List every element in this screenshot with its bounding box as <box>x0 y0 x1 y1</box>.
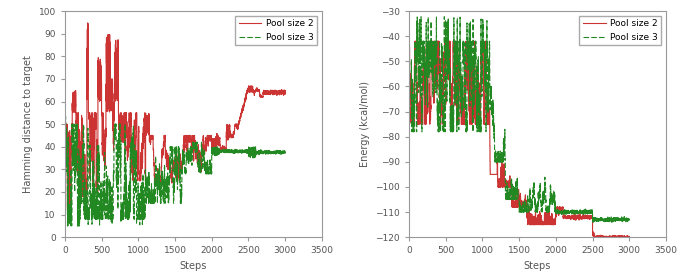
Pool size 3 <box>615 219 624 222</box>
Y-axis label: Energy (kcal/mol): Energy (kcal/mol) <box>360 81 370 167</box>
Pool size 2 <box>539 223 547 226</box>
Pool size 2 <box>195 157 203 160</box>
Pool size 3 <box>281 151 289 155</box>
Line: Pool size 2: Pool size 2 <box>409 41 629 240</box>
Line: Pool size 3: Pool size 3 <box>65 113 285 226</box>
Pool size 3 <box>271 149 279 152</box>
Y-axis label: Hamming distance to target: Hamming distance to target <box>23 55 33 193</box>
Pool size 2 <box>104 84 113 87</box>
Pool size 2 <box>405 92 413 96</box>
Pool size 2 <box>83 21 92 25</box>
Pool size 2 <box>134 157 142 160</box>
Pool size 3 <box>134 181 142 185</box>
Pool size 3 <box>61 111 69 114</box>
Pool size 3 <box>511 196 519 199</box>
Pool size 2 <box>615 235 624 238</box>
Pool size 3 <box>405 22 413 25</box>
Pool size 3 <box>539 195 547 198</box>
Pool size 2 <box>478 46 486 49</box>
Pool size 2 <box>149 137 157 141</box>
Legend: Pool size 2, Pool size 3: Pool size 2, Pool size 3 <box>579 16 661 45</box>
Pool size 3 <box>104 217 113 221</box>
Pool size 3 <box>492 160 501 163</box>
Line: Pool size 2: Pool size 2 <box>65 23 285 210</box>
Pool size 3 <box>61 134 69 137</box>
Legend: Pool size 2, Pool size 3: Pool size 2, Pool size 3 <box>235 16 317 45</box>
Pool size 3 <box>167 149 175 152</box>
Pool size 3 <box>195 167 203 170</box>
Pool size 2 <box>64 208 72 212</box>
Pool size 2 <box>271 92 279 95</box>
Pool size 3 <box>625 217 633 220</box>
X-axis label: Steps: Steps <box>180 261 207 271</box>
Pool size 2 <box>625 235 633 239</box>
Pool size 2 <box>281 89 289 92</box>
Pool size 2 <box>449 40 457 43</box>
Pool size 2 <box>167 166 175 169</box>
Pool size 2 <box>511 205 519 209</box>
Pool size 3 <box>149 195 157 198</box>
Pool size 2 <box>593 238 601 242</box>
X-axis label: Steps: Steps <box>524 261 551 271</box>
Pool size 3 <box>441 15 449 18</box>
Pool size 2 <box>492 173 501 176</box>
Pool size 3 <box>449 117 457 121</box>
Pool size 2 <box>405 40 413 43</box>
Pool size 3 <box>589 221 597 224</box>
Line: Pool size 3: Pool size 3 <box>409 17 629 222</box>
Pool size 3 <box>478 78 486 81</box>
Pool size 3 <box>64 224 72 228</box>
Pool size 2 <box>61 186 69 189</box>
